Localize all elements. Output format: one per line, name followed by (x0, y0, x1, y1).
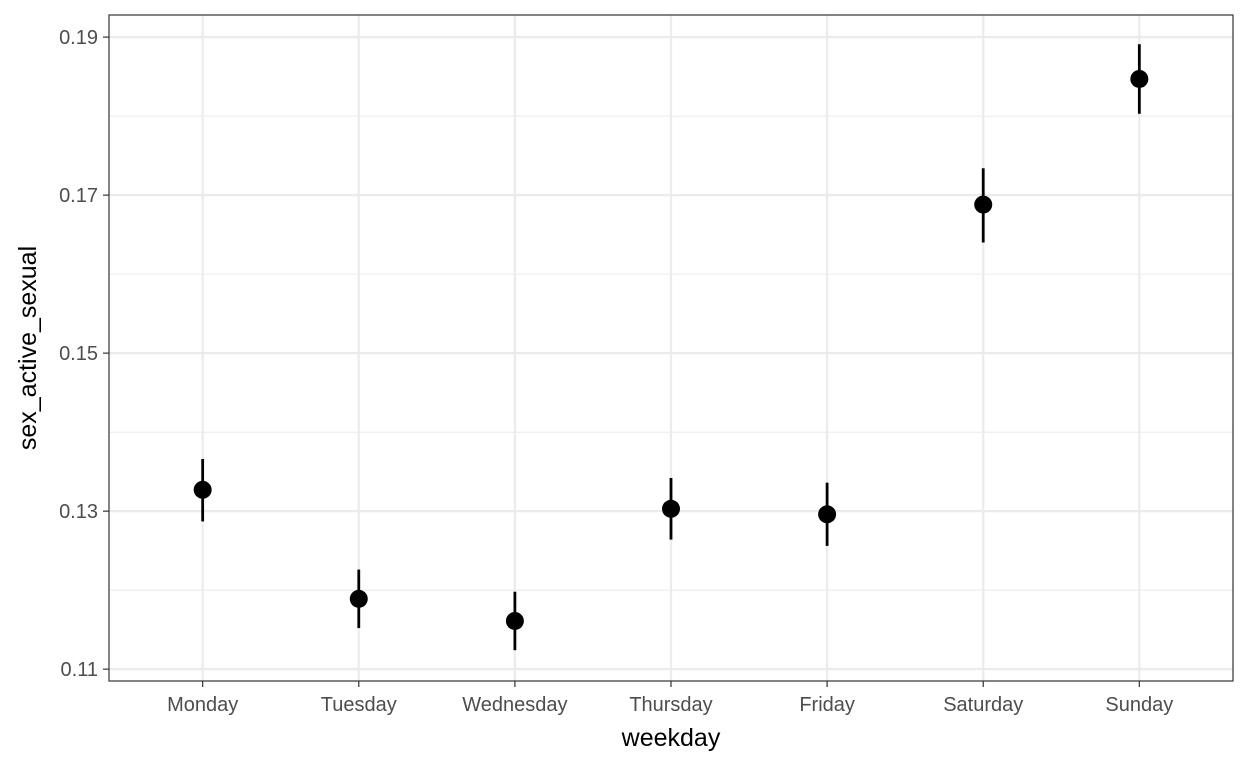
x-tick-label: Sunday (1105, 694, 1173, 716)
data-point (818, 505, 837, 524)
data-point (505, 611, 524, 630)
y-axis-title: sex_active_sexual (14, 246, 42, 450)
data-point (1130, 69, 1149, 88)
x-tick-label: Friday (799, 694, 855, 716)
x-tick-label: Wednesday (462, 694, 567, 716)
data-point (662, 499, 680, 518)
y-tick-label: 0.15 (59, 343, 98, 365)
x-axis-title: weekday (621, 724, 721, 752)
x-tick-label: Monday (167, 694, 238, 716)
y-tick-label: 0.19 (59, 27, 98, 49)
x-tick-label: Tuesday (321, 694, 397, 716)
data-point (974, 195, 993, 214)
y-tick-label: 0.17 (59, 185, 98, 207)
x-tick-label: Saturday (943, 694, 1023, 716)
data-point (193, 480, 212, 499)
tick-labels: 0.11 0.13 0.15 0.17 0.19 Monday Tuesday Wednesd… (59, 27, 1173, 716)
y-tick-label: 0.13 (59, 501, 98, 523)
x-tick-label: Thursday (629, 694, 712, 716)
data-marks (193, 44, 1149, 651)
y-tick-label: 0.11 (61, 659, 98, 681)
data-point (349, 589, 368, 608)
axis-ticks (103, 36, 1140, 687)
